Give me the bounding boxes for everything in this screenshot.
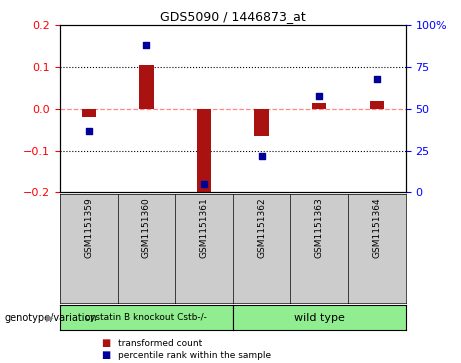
Text: GSM1151362: GSM1151362 bbox=[257, 197, 266, 258]
Text: GSM1151361: GSM1151361 bbox=[200, 197, 208, 258]
Bar bbox=[312, 103, 326, 109]
Text: ■: ■ bbox=[101, 338, 111, 348]
Point bbox=[315, 93, 323, 98]
Text: percentile rank within the sample: percentile rank within the sample bbox=[118, 351, 271, 359]
Point bbox=[373, 76, 381, 82]
Text: ▶: ▶ bbox=[46, 313, 53, 323]
Bar bbox=[254, 109, 269, 136]
Bar bbox=[139, 65, 154, 109]
Text: cystatin B knockout Cstb-/-: cystatin B knockout Cstb-/- bbox=[85, 313, 207, 322]
Point bbox=[85, 128, 92, 134]
Text: GSM1151360: GSM1151360 bbox=[142, 197, 151, 258]
Text: genotype/variation: genotype/variation bbox=[5, 313, 97, 323]
Text: ■: ■ bbox=[101, 350, 111, 360]
Point bbox=[200, 181, 207, 187]
Title: GDS5090 / 1446873_at: GDS5090 / 1446873_at bbox=[160, 10, 306, 23]
Point bbox=[142, 42, 150, 48]
Point bbox=[258, 153, 266, 159]
Bar bbox=[82, 109, 96, 117]
Text: GSM1151363: GSM1151363 bbox=[315, 197, 324, 258]
Text: GSM1151364: GSM1151364 bbox=[372, 197, 381, 258]
Text: transformed count: transformed count bbox=[118, 339, 202, 347]
Text: GSM1151359: GSM1151359 bbox=[84, 197, 93, 258]
Text: wild type: wild type bbox=[294, 313, 345, 323]
Bar bbox=[370, 101, 384, 109]
Bar bbox=[197, 109, 211, 195]
